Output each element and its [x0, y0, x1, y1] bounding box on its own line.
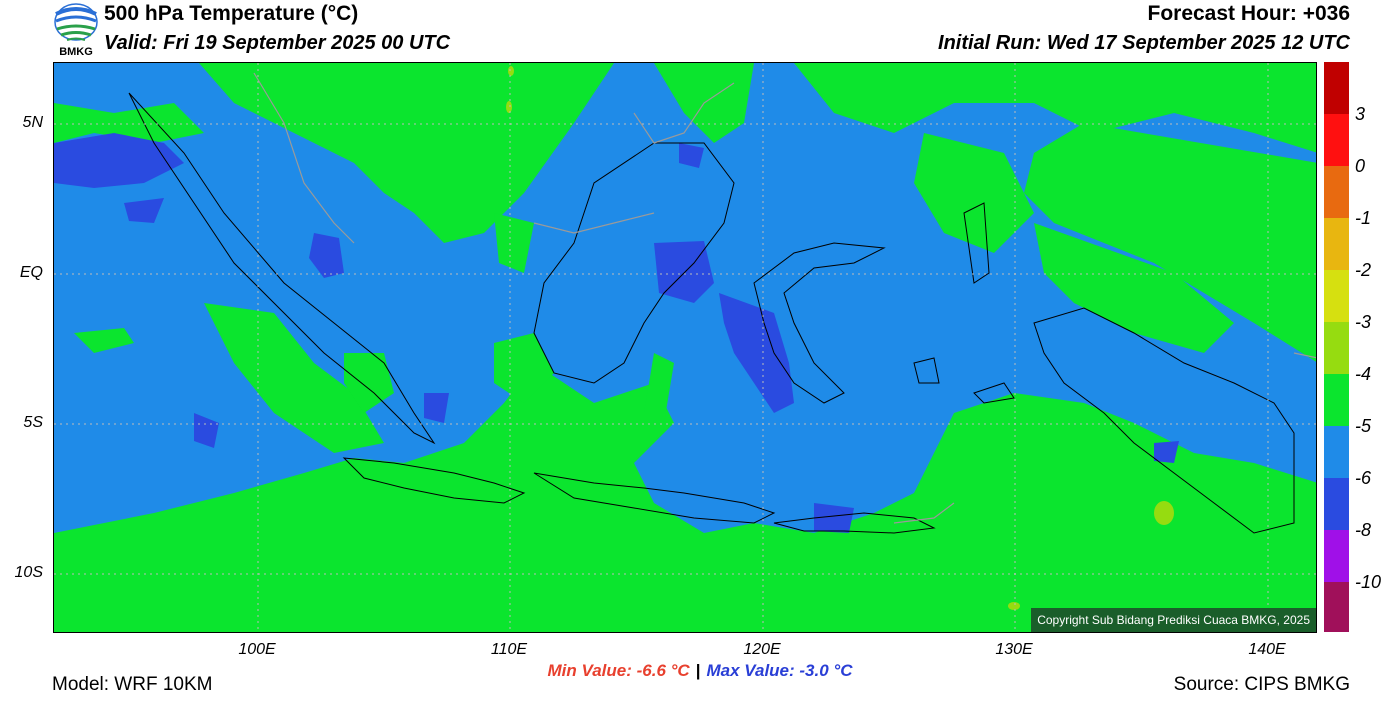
bmkg-logo-icon	[52, 2, 100, 60]
lat-label-10s: 10S	[14, 564, 43, 581]
map-title: 500 hPa Temperature (°C)	[104, 2, 359, 25]
colorbar-bin-3	[1324, 218, 1349, 270]
coastlines	[128, 92, 1295, 534]
colorbar-bin-7	[1324, 426, 1349, 478]
colorbar-label: 0	[1355, 156, 1366, 176]
lon-label-140e: 140E	[1248, 641, 1286, 658]
lon-label-100e: 100E	[238, 641, 276, 658]
valid-time: Valid: Fri 19 September 2025 00 UTC	[104, 32, 451, 54]
logo-text: BMKG	[59, 46, 93, 58]
colorbar-bin-6	[1324, 374, 1349, 426]
min-max-separator: |	[695, 661, 701, 680]
lat-label-5n: 5N	[22, 114, 43, 131]
colorbar-bin-4	[1324, 270, 1349, 322]
colorbar-bin-1	[1324, 114, 1349, 166]
colorbar-bin-10	[1324, 582, 1349, 632]
colorbar-label: -6	[1355, 468, 1372, 488]
grid-lines	[54, 63, 1316, 632]
colorbar	[1324, 62, 1349, 632]
min-value: Min Value: -6.6 °C	[547, 661, 690, 680]
temperature-map[interactable]	[53, 62, 1317, 633]
temp-field-minus4	[506, 66, 1174, 610]
initial-run: Initial Run: Wed 17 September 2025 12 UT…	[938, 32, 1350, 54]
colorbar-bin-5	[1324, 322, 1349, 374]
colorbar-label: -5	[1355, 416, 1372, 436]
lon-label-120e: 120E	[743, 641, 781, 658]
colorbar-label: -2	[1355, 260, 1372, 280]
model-name: Model: WRF 10KM	[52, 674, 213, 695]
colorbar-label: -3	[1355, 312, 1372, 332]
colorbar-bin-0	[1324, 62, 1349, 114]
min-max-values: Min Value: -6.6 °C | Max Value: -3.0 °C	[0, 661, 1400, 681]
colorbar-bin-2	[1324, 166, 1349, 218]
colorbar-label: 3	[1355, 104, 1366, 124]
lon-label-130e: 130E	[995, 641, 1033, 658]
data-source: Source: CIPS BMKG	[1173, 674, 1350, 695]
lat-label-5s: 5S	[23, 414, 43, 431]
max-value: Max Value: -3.0 °C	[706, 661, 853, 680]
lon-label-110e: 110E	[490, 641, 528, 658]
political-borders	[253, 72, 1316, 524]
lat-label-eq: EQ	[19, 264, 43, 281]
colorbar-bin-9	[1324, 530, 1349, 582]
copyright-notice: Copyright Sub Bidang Prediksi Cuaca BMKG…	[1031, 608, 1316, 632]
map-canvas	[54, 63, 1316, 632]
colorbar-label: -4	[1355, 364, 1372, 384]
colorbar-label: -8	[1355, 520, 1372, 540]
forecast-hour: Forecast Hour: +036	[1147, 2, 1351, 25]
colorbar-label: -1	[1355, 208, 1372, 228]
colorbar-bin-8	[1324, 478, 1349, 530]
colorbar-label: -10	[1355, 572, 1382, 592]
